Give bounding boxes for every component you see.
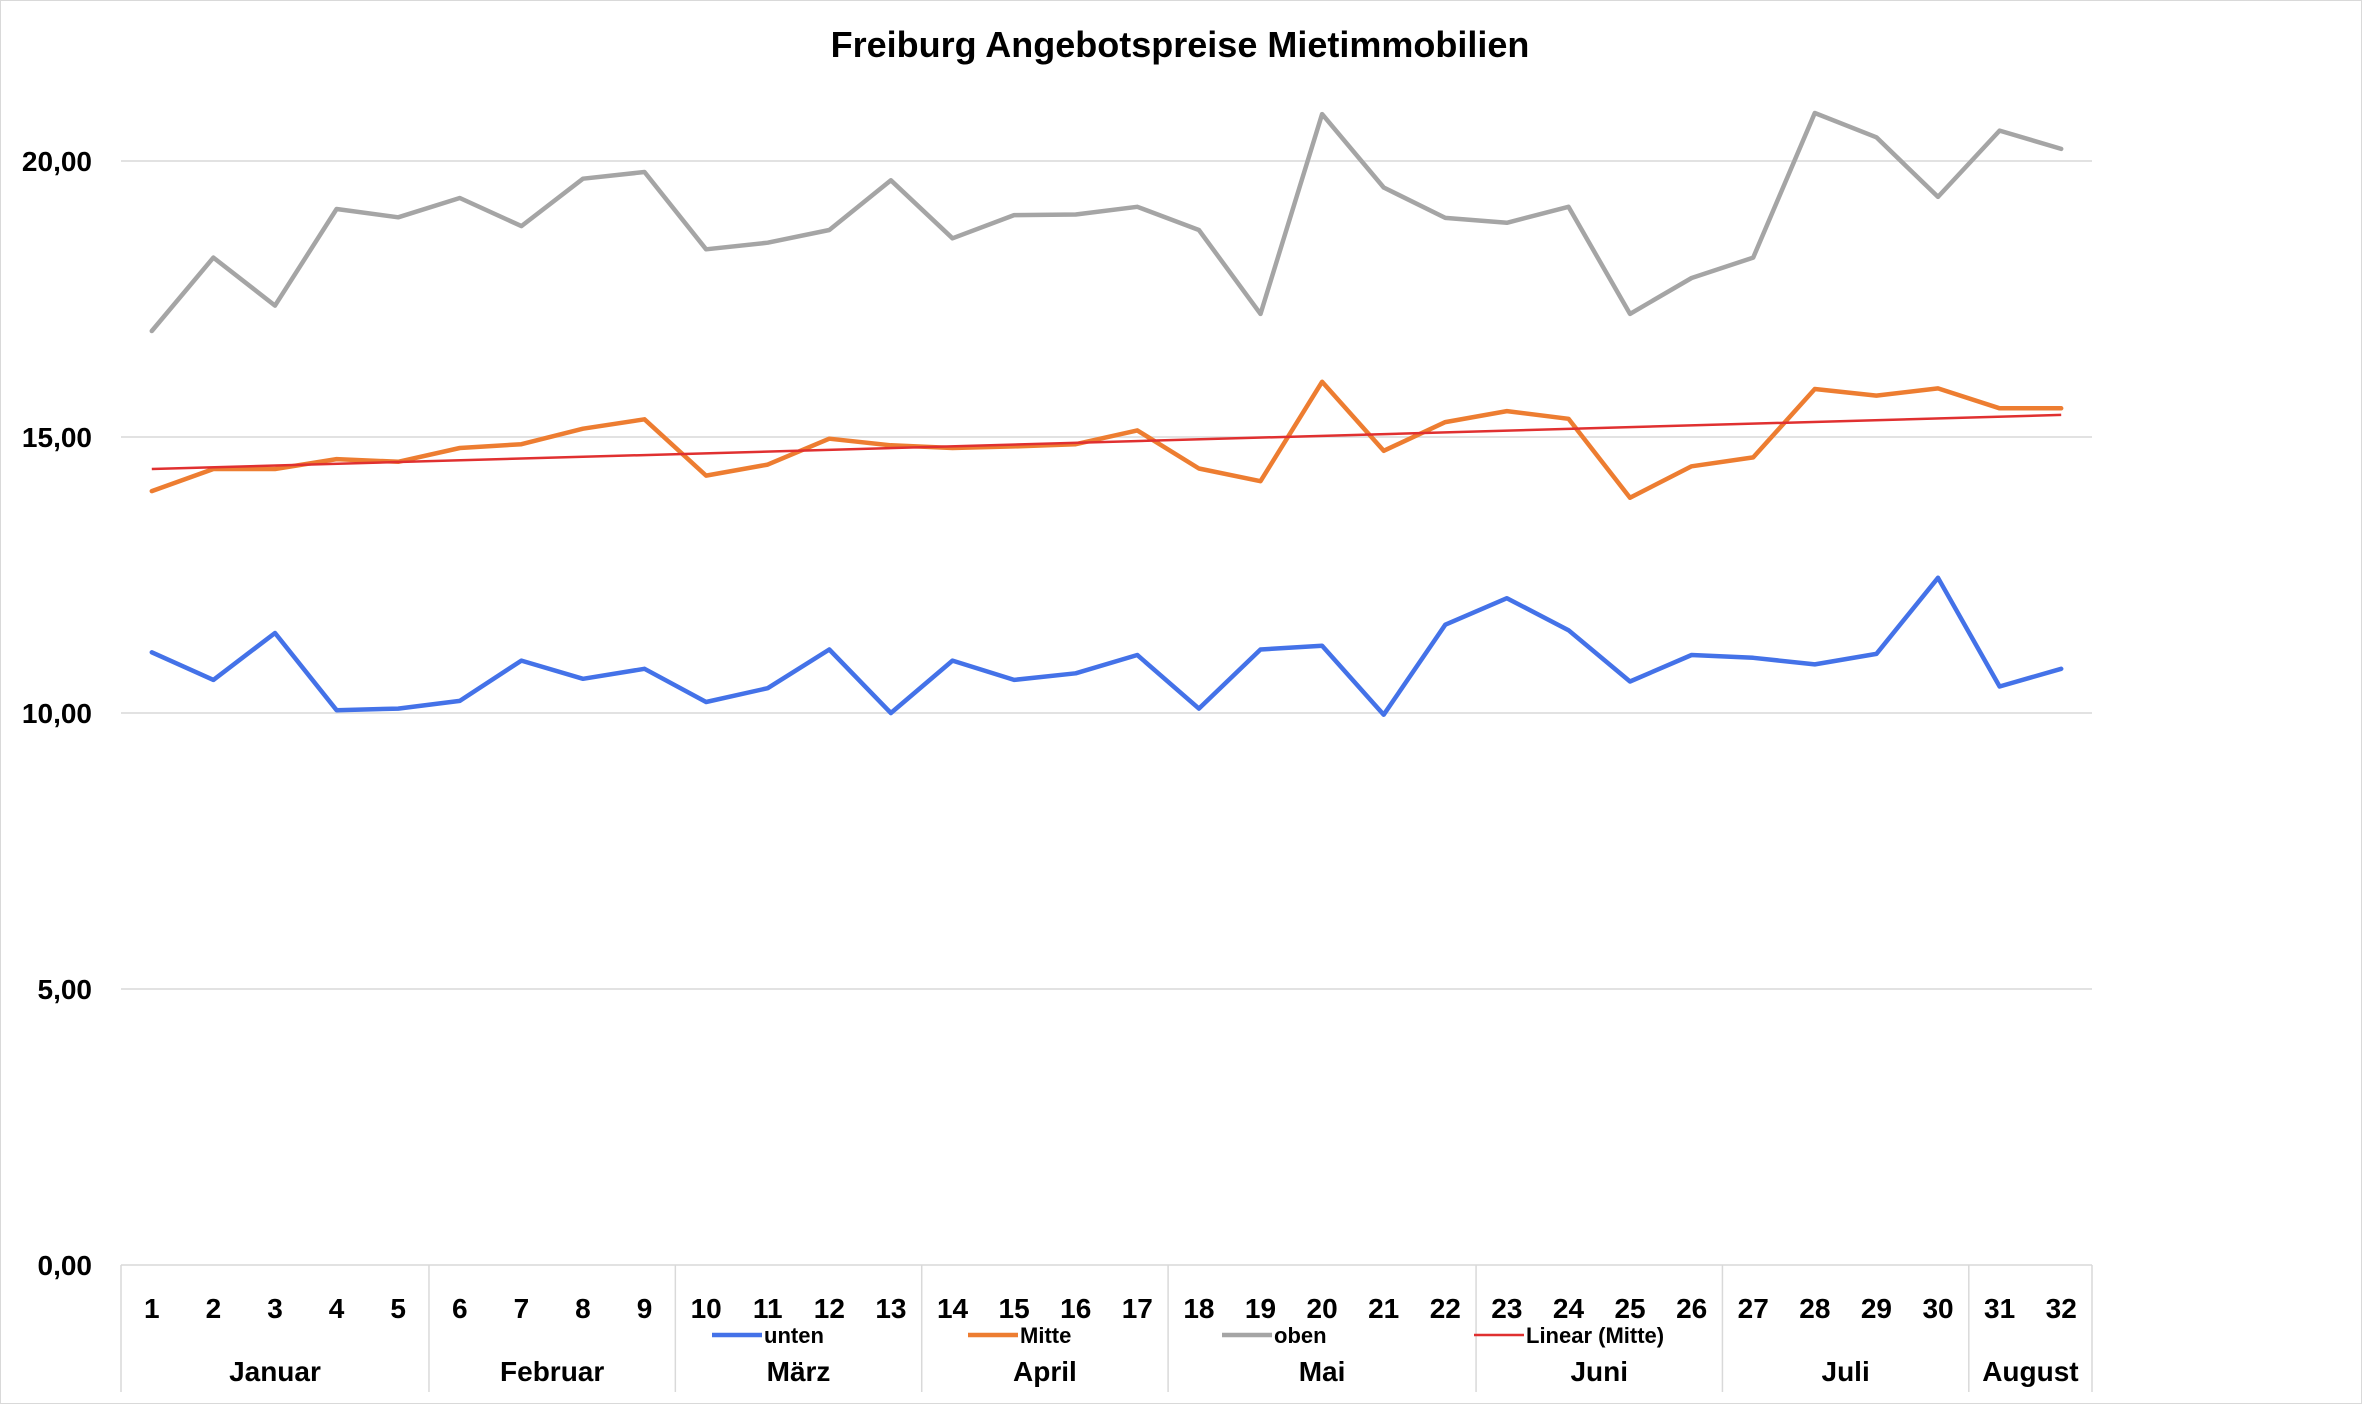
series-lines <box>149 110 2064 717</box>
legend-label: unten <box>764 1323 824 1348</box>
x-tick-label: 12 <box>814 1293 845 1324</box>
x-tick-label: 14 <box>937 1293 969 1324</box>
x-tick-label: 7 <box>514 1293 530 1324</box>
gridlines <box>121 160 2092 990</box>
x-tick-label: 23 <box>1491 1293 1522 1324</box>
x-tick-label: 25 <box>1614 1293 1645 1324</box>
series-line-unten <box>149 575 2064 717</box>
x-tick-label: 17 <box>1122 1293 1153 1324</box>
y-tick-label: 5,00 <box>38 974 93 1005</box>
x-tick-label: 22 <box>1430 1293 1461 1324</box>
x-tick-label: 18 <box>1183 1293 1214 1324</box>
x-tick-label: 30 <box>1922 1293 1953 1324</box>
x-tick-label: 11 <box>753 1293 783 1324</box>
x-tick-label: 32 <box>2046 1293 2077 1324</box>
x-axis: 1 2 3 4 5 6 7 8 9 10 11 12 13 14 15 16 17 18 19 20 21 22 23 24 2… <box>120 1264 2093 1392</box>
legend-label: Mitte <box>1020 1323 1071 1348</box>
month-label: Januar <box>229 1356 321 1387</box>
y-tick-label: 0,00 <box>38 1250 93 1281</box>
x-tick-label: 2 <box>206 1293 222 1324</box>
month-label: Mai <box>1299 1356 1346 1387</box>
x-tick-label: 3 <box>267 1293 283 1324</box>
legend-label: Linear (Mitte) <box>1526 1323 1664 1348</box>
x-tick-label: 16 <box>1060 1293 1091 1324</box>
x-tick-label: 9 <box>637 1293 653 1324</box>
x-tick-label: 28 <box>1799 1293 1830 1324</box>
x-tick-label: 4 <box>329 1293 345 1324</box>
series-line-mitte <box>149 379 2064 500</box>
month-label: Februar <box>500 1356 604 1387</box>
legend-label: oben <box>1274 1323 1327 1348</box>
y-tick-label: 15,00 <box>22 422 92 453</box>
x-tick-label: 27 <box>1738 1293 1769 1324</box>
chart-title: Freiburg Angebotspreise Mietimmobilien <box>831 24 1530 65</box>
x-tick-label: 21 <box>1368 1293 1399 1324</box>
x-tick-label: 1 <box>144 1293 160 1324</box>
x-tick-label: 20 <box>1307 1293 1338 1324</box>
y-axis-ticks: 0,00 5,00 10,00 15,00 20,00 <box>22 146 92 1281</box>
y-tick-label: 20,00 <box>22 146 92 177</box>
legend: unten Mitte oben Linear (Mitte) <box>712 1323 1664 1348</box>
x-tick-label: 19 <box>1245 1293 1276 1324</box>
x-tick-label: 24 <box>1553 1293 1585 1324</box>
month-label: Juli <box>1822 1356 1870 1387</box>
month-label: März <box>767 1356 831 1387</box>
month-label: April <box>1013 1356 1077 1387</box>
x-tick-label: 8 <box>575 1293 591 1324</box>
trendline <box>151 413 2062 471</box>
x-tick-label: 31 <box>1984 1293 2015 1324</box>
x-tick-label: 10 <box>691 1293 722 1324</box>
month-label: August <box>1982 1356 2078 1387</box>
x-tick-label: 6 <box>452 1293 468 1324</box>
x-tick-label: 13 <box>875 1293 906 1324</box>
month-label: Juni <box>1570 1356 1628 1387</box>
x-tick-label: 15 <box>999 1293 1030 1324</box>
y-tick-label: 10,00 <box>22 698 92 729</box>
series-line-oben <box>149 110 2064 334</box>
x-tick-label: 5 <box>390 1293 406 1324</box>
x-tick-label: 26 <box>1676 1293 1707 1324</box>
x-tick-label: 29 <box>1861 1293 1892 1324</box>
